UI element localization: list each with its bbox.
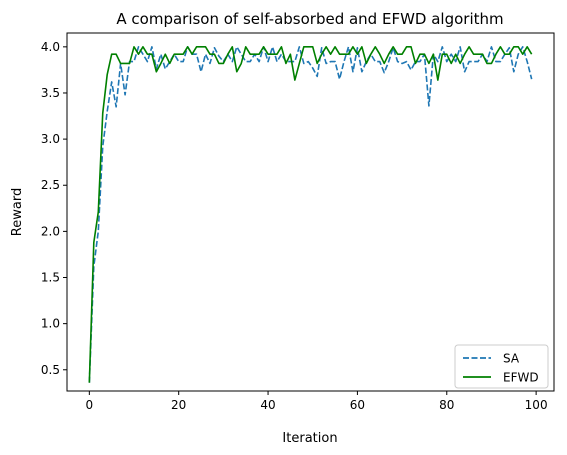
x-tick-label: 100 [525,398,548,412]
x-axis: 0 20 40 60 80 100 [86,391,548,412]
plot-frame [66,32,555,392]
y-tick-label: 2.5 [41,178,60,192]
y-axis: 0.5 1.0 1.5 2.0 2.5 3.0 3.5 4.0 [41,40,67,377]
y-tick-label: 1.5 [41,271,60,285]
series-layer [88,46,533,383]
x-tick-label: 60 [350,398,365,412]
series-line-sa [88,46,533,383]
chart-title: A comparison of self-absorbed and EFWD a… [116,10,503,28]
x-tick-label: 80 [439,398,454,412]
y-tick-label: 0.5 [41,363,60,377]
y-tick-label: 2.0 [41,224,60,238]
y-axis-label: Reward [10,188,25,236]
y-tick-label: 3.0 [41,132,60,146]
x-tick-label: 40 [260,398,275,412]
legend-label-efwd: EFWD [503,371,539,385]
legend-label-sa: SA [503,352,520,366]
y-tick-label: 1.0 [41,317,60,331]
x-tick-label: 20 [171,398,186,412]
legend: SA EFWD [454,344,549,389]
x-tick-label: 0 [86,398,94,412]
series-line-efwd [88,46,533,383]
y-tick-label: 3.5 [41,86,60,100]
x-axis-label: Iteration [282,431,337,446]
y-tick-label: 4.0 [41,40,60,54]
